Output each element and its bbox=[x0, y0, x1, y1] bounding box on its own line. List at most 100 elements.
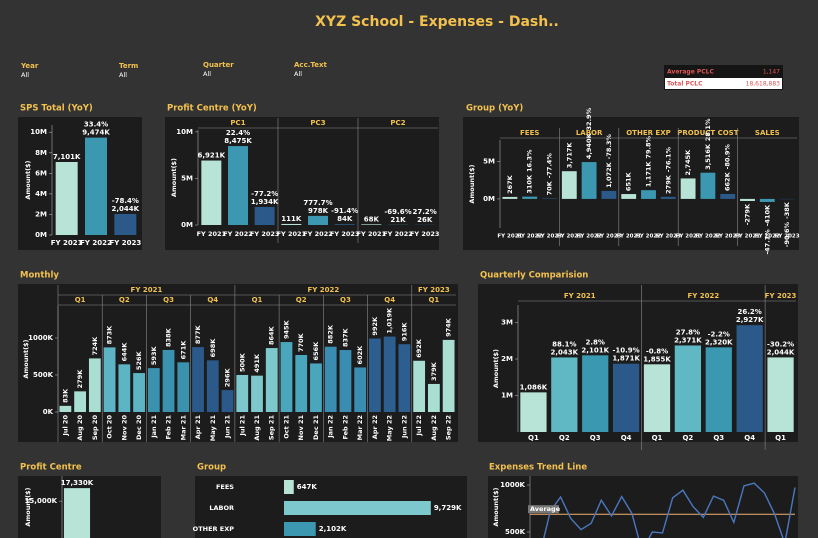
bar bbox=[502, 196, 518, 199]
bar bbox=[281, 223, 302, 225]
value-label: 671K bbox=[179, 340, 187, 360]
bar bbox=[254, 206, 275, 225]
group-header: FY 2023 bbox=[765, 292, 797, 300]
x-tick-label: Q3 bbox=[590, 434, 601, 442]
bar bbox=[621, 194, 637, 199]
bar bbox=[334, 224, 355, 225]
value-label: 593K bbox=[150, 346, 158, 366]
value-label: -279K bbox=[744, 203, 752, 225]
chart-title: Monthly bbox=[20, 271, 59, 281]
filter-value[interactable]: All bbox=[119, 71, 127, 79]
value-label: 9,729K bbox=[434, 504, 462, 512]
x-tick-label: FY 2023 bbox=[537, 234, 562, 240]
change-label: -30.2% bbox=[767, 340, 794, 348]
bar bbox=[265, 348, 278, 412]
filter-label: Term bbox=[119, 62, 138, 70]
value-label: 724K bbox=[91, 336, 99, 356]
change-label: -78.3% bbox=[605, 134, 613, 160]
bar bbox=[201, 160, 222, 225]
value-label: 864K bbox=[268, 325, 276, 345]
y-axis-label: Amount($) bbox=[468, 164, 476, 203]
bar bbox=[612, 363, 640, 432]
y-tick-label: 0K bbox=[43, 408, 54, 416]
quarter-header: Q1 bbox=[252, 296, 263, 304]
bar bbox=[162, 349, 175, 412]
y-tick-label: 500K bbox=[505, 528, 526, 536]
x-tick-label: Q1 bbox=[775, 434, 786, 442]
change-label: 26.2% bbox=[738, 308, 762, 316]
kpi-row-highlight bbox=[665, 78, 782, 89]
value-label: 279K bbox=[664, 174, 672, 194]
x-tick-label: FY 2022 bbox=[383, 230, 413, 238]
x-tick-label: Nov 21 bbox=[297, 415, 305, 441]
filter-value[interactable]: All bbox=[203, 70, 211, 78]
y-tick-label: LABOR bbox=[209, 504, 234, 512]
bar bbox=[206, 360, 219, 412]
value-label: 296K bbox=[224, 368, 232, 388]
x-tick-label: FY 2021 bbox=[357, 230, 387, 238]
bar bbox=[720, 193, 736, 199]
bar bbox=[361, 224, 382, 225]
bar bbox=[705, 347, 732, 432]
x-tick-label: FY 2023 bbox=[775, 234, 800, 240]
x-tick-label: Sep 20 bbox=[91, 415, 99, 441]
page-title: XYZ School - Expenses - Dash.. bbox=[315, 14, 559, 30]
value-label: 2,043K bbox=[551, 348, 579, 356]
x-tick-label: FY 2022 bbox=[695, 234, 720, 240]
x-tick-label: FY 2021 bbox=[616, 234, 641, 240]
chart-title: Profit Centre (YoY) bbox=[167, 104, 257, 114]
bar bbox=[561, 171, 577, 199]
x-tick-label: FY 2021 bbox=[277, 230, 307, 238]
bar bbox=[284, 522, 316, 536]
bar bbox=[759, 198, 775, 202]
change-label: 2.8% bbox=[586, 338, 605, 346]
value-label: 1,072K bbox=[605, 161, 613, 188]
x-tick-label: Feb 21 bbox=[165, 415, 173, 440]
quarter-header: Q3 bbox=[163, 296, 174, 304]
value-label: 2,927K bbox=[736, 316, 764, 324]
value-label: 698K bbox=[209, 338, 217, 358]
y-tick-label: 1M bbox=[501, 392, 513, 400]
bar bbox=[354, 367, 367, 412]
bar bbox=[55, 161, 78, 235]
bar bbox=[324, 346, 337, 412]
value-label: 692K bbox=[415, 338, 423, 358]
value-label: 1,934K bbox=[251, 198, 279, 206]
filter-value[interactable]: All bbox=[21, 71, 29, 79]
change-label: -78.4% bbox=[112, 197, 139, 205]
bar bbox=[520, 392, 547, 432]
value-label: 84K bbox=[337, 215, 353, 223]
change-label: -91.4% bbox=[331, 207, 358, 215]
y-axis-label: Amount($) bbox=[170, 158, 178, 197]
bar bbox=[369, 338, 381, 412]
quarter-header: Q1 bbox=[75, 296, 86, 304]
x-tick-label: FY 2022 bbox=[636, 234, 661, 240]
x-tick-label: FY 2021 bbox=[676, 234, 701, 240]
y-axis-label: Amount($) bbox=[492, 349, 500, 388]
value-label: 656K bbox=[312, 341, 320, 361]
x-tick-label: Aug 22 bbox=[430, 415, 438, 441]
bar bbox=[398, 344, 411, 412]
change-label: -80.9% bbox=[724, 144, 732, 170]
value-label: 500K bbox=[238, 352, 246, 372]
change-label: -69.6% bbox=[384, 208, 411, 216]
bar bbox=[339, 350, 352, 412]
change-label: 79.8% bbox=[645, 136, 653, 159]
x-tick-label: Q3 bbox=[713, 434, 724, 442]
bar bbox=[85, 137, 107, 235]
y-tick-label: 8M bbox=[35, 149, 47, 157]
x-tick-label: Apr 21 bbox=[194, 415, 202, 440]
average-label: Average bbox=[530, 505, 561, 513]
bar bbox=[228, 146, 248, 225]
y-tick-label: 0M bbox=[35, 231, 47, 239]
bar bbox=[660, 196, 676, 199]
x-tick-label: Jul 21 bbox=[238, 415, 246, 437]
x-tick-label: FY 2022 bbox=[80, 239, 112, 247]
value-label: 1,019K bbox=[386, 307, 394, 334]
x-tick-label: FY 2021 bbox=[497, 234, 522, 240]
value-label: 647K bbox=[297, 483, 318, 491]
filter-value[interactable]: All bbox=[294, 70, 302, 78]
bar bbox=[133, 373, 145, 412]
bar bbox=[308, 215, 328, 225]
